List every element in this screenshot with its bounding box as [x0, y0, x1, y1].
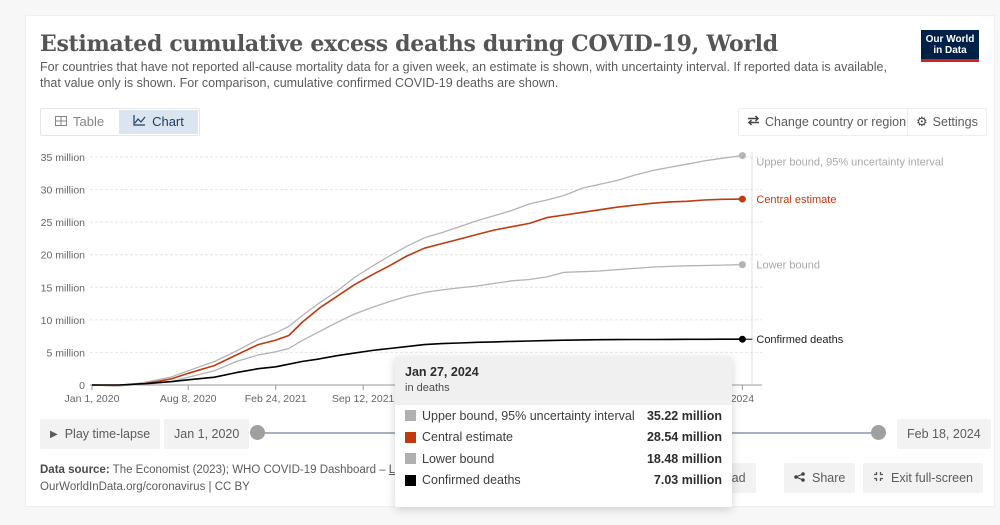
table-icon — [55, 109, 67, 135]
change-country-button[interactable]: Change country or region — [738, 108, 916, 136]
tooltip-header: Jan 27, 2024 in deaths — [395, 357, 732, 405]
tooltip-date: Jan 27, 2024 — [405, 365, 479, 379]
y-tick-label: 10 million — [41, 315, 86, 327]
series-end-label: Central estimate — [756, 194, 836, 206]
swatch-confirmed — [405, 474, 416, 486]
y-tick-label: 15 million — [41, 282, 86, 294]
tooltip-label: Upper bound, 95% uncertainty interval — [422, 408, 635, 423]
share-label: Share — [812, 471, 846, 485]
tooltip-value: 35.22 million — [646, 408, 722, 423]
tab-table-label: Table — [73, 114, 105, 129]
y-tick-label: 0 — [79, 380, 85, 392]
y-tick-label: 20 million — [41, 250, 86, 262]
swatch-lower — [405, 453, 416, 465]
chart-subtitle: For countries that have not reported all… — [40, 60, 887, 90]
tooltip-row-confirmed: Confirmed deaths 7.03 million — [395, 470, 732, 492]
series-end-label: Confirmed deaths — [756, 334, 843, 346]
chart-title: Estimated cumulative excess deaths durin… — [40, 31, 778, 57]
series-end-marker — [738, 261, 746, 269]
swap-arrows-icon — [747, 115, 760, 129]
series-end-label: Upper bound, 95% uncertainty interval — [756, 157, 943, 169]
x-tick-label: Sep 12, 2021 — [332, 393, 395, 405]
x-tick-label: Aug 8, 2020 — [160, 393, 217, 405]
line-chart-icon — [133, 110, 146, 134]
y-tick-label: 25 million — [41, 217, 86, 229]
settings-label: Settings — [932, 115, 978, 129]
play-timelapse-label: Play time-lapse — [64, 427, 151, 441]
view-tabs: Table Chart — [40, 108, 200, 136]
series-line-central-estimate — [91, 198, 743, 387]
tooltip-label: Confirmed deaths — [422, 473, 521, 488]
series-end-label: Lower bound — [756, 260, 820, 272]
source-text: The Economist (2023); WHO COVID-19 Dashb… — [112, 464, 389, 476]
timeline-end-date[interactable]: Feb 18, 2024 — [897, 419, 991, 449]
exit-fullscreen-label: Exit full-screen — [891, 471, 973, 485]
exit-fullscreen-icon — [873, 471, 884, 485]
tab-table[interactable]: Table — [41, 109, 118, 135]
timeline-end-handle[interactable] — [871, 425, 886, 440]
tooltip-label: Central estimate — [422, 430, 514, 445]
logo-line1: Our World — [925, 34, 975, 45]
data-source: Data source: The Economist (2023); WHO C… — [40, 462, 395, 496]
timeline-start-handle[interactable] — [250, 425, 265, 440]
series-end-marker — [738, 195, 746, 203]
exit-fullscreen-button[interactable]: Exit full-screen — [863, 463, 983, 493]
source-label: Data source: — [40, 464, 110, 476]
hover-tooltip: Jan 27, 2024 in deaths Upper bound, 95% … — [395, 357, 732, 507]
tooltip-unit: in deaths — [405, 382, 450, 394]
y-tick-label: 30 million — [41, 185, 86, 197]
source-learn-more-link[interactable]: L — [388, 464, 396, 476]
change-country-label: Change country or region — [765, 115, 907, 129]
tooltip-row-central: Central estimate 28.54 million — [395, 427, 732, 449]
play-timelapse-button[interactable]: ▶ Play time-lapse — [40, 419, 161, 449]
tooltip-value: 7.03 million — [653, 473, 722, 488]
tab-chart-label: Chart — [152, 114, 184, 129]
timeline-start-date[interactable]: Jan 1, 2020 — [164, 419, 250, 449]
settings-button[interactable]: ⚙ Settings — [907, 108, 987, 136]
y-tick-label: 5 million — [46, 347, 85, 359]
series-line-upper-bound-95-uncertainty-interval — [91, 154, 743, 387]
series-line-confirmed-deaths — [92, 338, 743, 386]
tooltip-value: 28.54 million — [646, 430, 722, 445]
play-icon: ▶ — [50, 428, 58, 440]
share-button[interactable]: Share — [784, 463, 856, 493]
owid-logo[interactable]: Our World in Data — [921, 30, 979, 62]
tab-chart[interactable]: Chart — [119, 110, 198, 134]
line-chart: 0 5 million 10 million 15 million 20 million… — [41, 152, 944, 405]
swatch-central — [405, 431, 416, 443]
series-line-lower-bound — [91, 263, 743, 387]
start-date-label: Jan 1, 2020 — [174, 427, 240, 441]
x-tick-label: Feb 24, 2021 — [245, 393, 307, 405]
series-end-marker — [738, 152, 746, 160]
tooltip-label: Lower bound — [422, 451, 495, 466]
tooltip-row-lower: Lower bound 18.48 million — [395, 448, 732, 470]
tooltip-row-upper: Upper bound, 95% uncertainty interval 35… — [395, 405, 732, 427]
source-url[interactable]: OurWorldInData.org/coronavirus | CC BY — [40, 481, 250, 493]
share-icon — [794, 471, 805, 485]
x-tick-label: Jan 1, 2020 — [65, 393, 120, 405]
swatch-upper — [405, 410, 416, 422]
logo-line2: in Data — [933, 45, 967, 56]
x-tick-label: 2024 — [731, 393, 755, 405]
gear-icon: ⚙ — [916, 114, 928, 129]
y-tick-label: 35 million — [41, 152, 86, 164]
tooltip-value: 18.48 million — [646, 451, 722, 466]
end-date-label: Feb 18, 2024 — [907, 427, 981, 441]
